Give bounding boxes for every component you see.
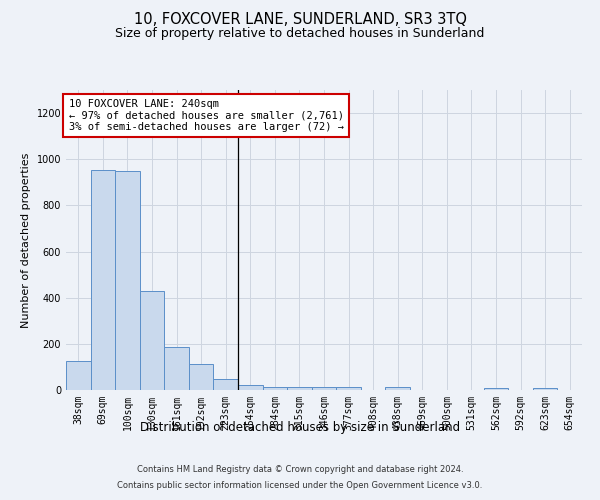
Bar bbox=[140, 291, 164, 390]
Text: Contains HM Land Registry data © Crown copyright and database right 2024.: Contains HM Land Registry data © Crown c… bbox=[137, 466, 463, 474]
Bar bbox=[115, 171, 140, 390]
Text: Size of property relative to detached houses in Sunderland: Size of property relative to detached ho… bbox=[115, 28, 485, 40]
Bar bbox=[189, 364, 214, 390]
Bar bbox=[385, 387, 410, 390]
Text: 10 FOXCOVER LANE: 240sqm
← 97% of detached houses are smaller (2,761)
3% of semi: 10 FOXCOVER LANE: 240sqm ← 97% of detach… bbox=[68, 99, 344, 132]
Text: Distribution of detached houses by size in Sunderland: Distribution of detached houses by size … bbox=[140, 421, 460, 434]
Bar bbox=[287, 386, 312, 390]
Bar bbox=[533, 388, 557, 390]
Bar bbox=[164, 348, 189, 390]
Bar bbox=[336, 387, 361, 390]
Bar bbox=[66, 361, 91, 390]
Y-axis label: Number of detached properties: Number of detached properties bbox=[21, 152, 31, 328]
Bar bbox=[312, 387, 336, 390]
Text: 10, FOXCOVER LANE, SUNDERLAND, SR3 3TQ: 10, FOXCOVER LANE, SUNDERLAND, SR3 3TQ bbox=[133, 12, 467, 28]
Text: Contains public sector information licensed under the Open Government Licence v3: Contains public sector information licen… bbox=[118, 480, 482, 490]
Bar bbox=[263, 387, 287, 390]
Bar bbox=[484, 388, 508, 390]
Bar bbox=[91, 170, 115, 390]
Bar bbox=[214, 379, 238, 390]
Bar bbox=[238, 386, 263, 390]
